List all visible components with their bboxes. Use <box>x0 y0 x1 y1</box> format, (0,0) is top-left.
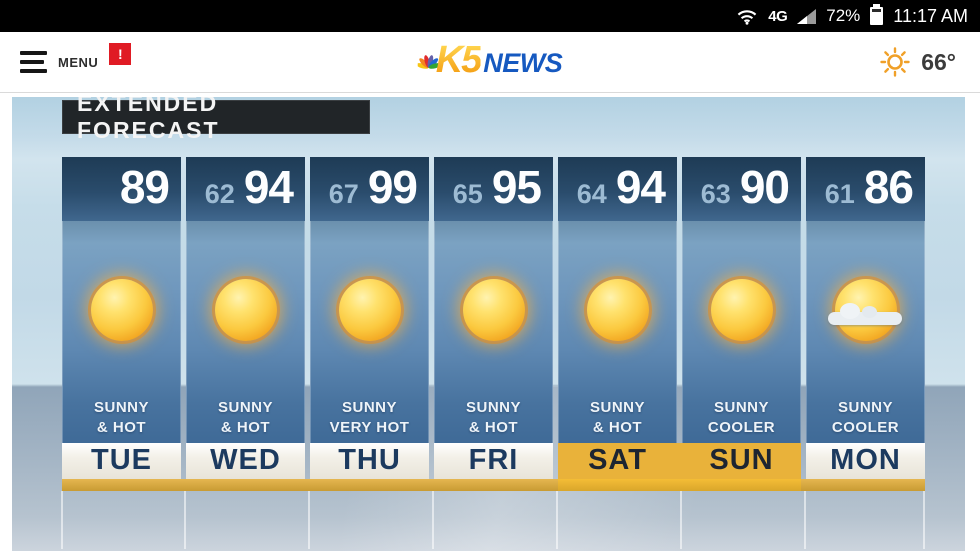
temp-box: 61 86 <box>806 157 925 221</box>
signal-strength-icon <box>797 8 817 24</box>
alert-badge[interactable]: ! <box>109 43 132 65</box>
k5-news-logo[interactable]: K5 NEWS <box>417 38 563 82</box>
forecast-day-sat: 64 94 SUNNY & HOT SAT <box>558 157 677 479</box>
low-temp: 61 <box>824 179 855 209</box>
temp-box: 62 94 <box>186 157 305 221</box>
column-separator <box>680 491 682 549</box>
condition-panel: SUNNY & HOT <box>558 221 677 443</box>
sun-icon <box>710 279 773 341</box>
logo-station: K5 <box>435 38 483 81</box>
wifi-icon <box>737 10 757 25</box>
hamburger-icon <box>20 51 47 73</box>
app-header: MENU ! K5 NEWS <box>0 32 980 93</box>
battery-icon <box>870 4 884 25</box>
battery-percent: 72% <box>826 6 861 25</box>
column-separator <box>61 491 63 549</box>
day-label: WED <box>186 443 305 479</box>
condition-text: SUNNY & HOT <box>93 399 149 436</box>
column-separator <box>308 491 310 549</box>
day-label: FRI <box>434 443 553 479</box>
temp-box: 64 94 <box>558 157 677 221</box>
cloud-icon <box>827 303 902 325</box>
menu-label: MENU <box>58 54 99 70</box>
low-temp: 62 <box>204 179 235 209</box>
condition-text: SUNNY & HOT <box>589 399 645 436</box>
condition-text: SUNNY COOLER <box>707 399 776 436</box>
network-4g-icon: 4G <box>768 7 788 25</box>
sun-outline-icon <box>880 47 910 77</box>
temp-box: 89 <box>62 157 181 221</box>
status-bar: 4G 72% 11:17 AM <box>0 0 980 32</box>
sun-icon <box>338 279 401 341</box>
column-separator <box>556 491 558 549</box>
high-temp: 95 <box>491 161 542 213</box>
day-label: MON <box>806 443 925 479</box>
day-label: SAT <box>558 443 677 479</box>
condition-panel: SUNNY VERY HOT <box>310 221 429 443</box>
high-temp: 99 <box>367 161 418 213</box>
forecast-day-wed: 62 94 SUNNY & HOT WED <box>186 157 305 479</box>
day-label: TUE <box>62 443 181 479</box>
logo-suffix: NEWS <box>483 47 563 78</box>
sun-icon <box>90 279 153 341</box>
low-temp: 64 <box>576 179 607 209</box>
sun-cloud-icon <box>827 279 902 341</box>
forecast-day-thu: 67 99 SUNNY VERY HOT THU <box>310 157 429 479</box>
forecast-day-mon: 61 86 SUNNY COOLER MON <box>806 157 925 479</box>
condition-text: SUNNY COOLER <box>831 399 900 436</box>
column-separator <box>184 491 186 549</box>
weekend-gold-strip <box>558 479 801 491</box>
high-temp: 94 <box>615 161 666 213</box>
condition-text: SUNNY VERY HOT <box>329 399 410 436</box>
condition-text: SUNNY & HOT <box>217 399 273 436</box>
day-label: SUN <box>676 443 801 479</box>
condition-panel: SUNNY COOLER <box>682 221 801 443</box>
extended-forecast-graphic[interactable]: EXTENDED FORECAST 89 SUNNY & HOT TUE 62 <box>12 97 965 551</box>
forecast-title: EXTENDED FORECAST <box>62 97 370 143</box>
condition-panel: SUNNY & HOT <box>62 221 181 443</box>
low-temp: 63 <box>700 179 731 209</box>
temp-box: 67 99 <box>310 157 429 221</box>
current-temp: 66° <box>921 48 956 75</box>
condition-panel: SUNNY & HOT <box>186 221 305 443</box>
column-separator <box>923 491 925 549</box>
day-label: THU <box>310 443 429 479</box>
condition-panel: SUNNY COOLER <box>806 221 925 443</box>
high-temp: 86 <box>863 161 914 213</box>
condition-text: SUNNY & HOT <box>465 399 521 436</box>
clock: 11:17 AM <box>893 5 968 26</box>
sun-icon <box>586 279 649 341</box>
column-separator <box>432 491 434 549</box>
low-temp: 65 <box>452 179 483 209</box>
gold-strip <box>62 479 925 491</box>
high-temp: 89 <box>119 161 170 213</box>
forecast-columns: 89 SUNNY & HOT TUE 62 94 <box>62 157 925 479</box>
sun-icon <box>462 279 525 341</box>
high-temp: 90 <box>739 161 790 213</box>
condition-panel: SUNNY & HOT <box>434 221 553 443</box>
sun-icon <box>214 279 277 341</box>
forecast-day-sun: 63 90 SUNNY COOLER SUN <box>676 157 801 479</box>
forecast-day-fri: 65 95 SUNNY & HOT FRI <box>434 157 553 479</box>
menu-button[interactable]: MENU ! <box>20 32 132 92</box>
high-temp: 94 <box>243 161 294 213</box>
current-weather-button[interactable]: 66° <box>879 32 956 92</box>
column-separator <box>804 491 806 549</box>
forecast-day-tue: 89 SUNNY & HOT TUE <box>62 157 181 479</box>
temp-box: 65 95 <box>434 157 553 221</box>
low-temp: 67 <box>328 179 359 209</box>
nbc-peacock-icon <box>417 55 440 69</box>
temp-box: 63 90 <box>682 157 801 221</box>
